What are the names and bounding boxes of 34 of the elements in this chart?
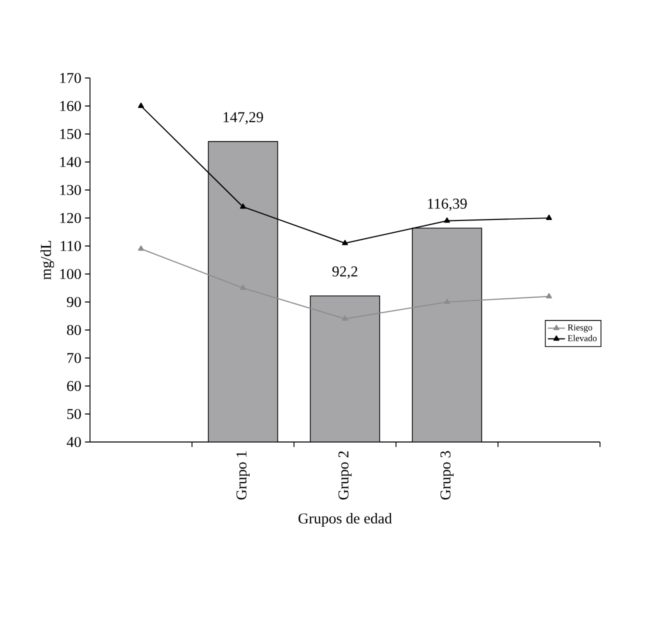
legend-label: Riesgo	[568, 324, 592, 332]
point	[138, 102, 144, 108]
y-tick-label: 150	[60, 128, 81, 140]
y-tick-label: 160	[60, 100, 81, 112]
point	[138, 245, 144, 251]
legend-label: Elevado	[568, 334, 597, 342]
y-tick-label: 130	[60, 184, 81, 196]
x-tick-label: Grupo 3	[440, 451, 454, 500]
point	[240, 284, 246, 290]
x-tick-label: Grupo 2	[338, 451, 352, 500]
y-axis-title: mg/dL	[40, 240, 54, 280]
x-axis-title: Grupos de edad	[298, 512, 392, 527]
y-tick-label: 140	[60, 156, 81, 168]
point	[342, 315, 348, 321]
y-tick-label: 60	[67, 380, 81, 392]
data-label: 92,2	[332, 266, 358, 279]
point	[444, 217, 450, 223]
y-tick-label: 50	[67, 408, 81, 420]
data-label: 147,29	[224, 112, 264, 124]
point	[342, 240, 348, 246]
y-tick-label: 40	[66, 436, 81, 448]
y-tick-label: 100	[60, 268, 81, 280]
point	[546, 214, 552, 220]
point	[240, 203, 246, 209]
data-label: 116,39	[428, 198, 467, 211]
point	[444, 298, 450, 304]
y-tick-label: 90	[66, 296, 81, 308]
y-tick-label: 80	[67, 324, 81, 336]
y-tick-label: 70	[67, 352, 81, 364]
y-tick-label: 110	[60, 240, 81, 252]
y-tick-label: 120	[60, 212, 81, 224]
y-tick-label: 170	[60, 72, 81, 84]
point	[546, 293, 552, 298]
x-tick-label: Grupo 1	[236, 451, 250, 500]
